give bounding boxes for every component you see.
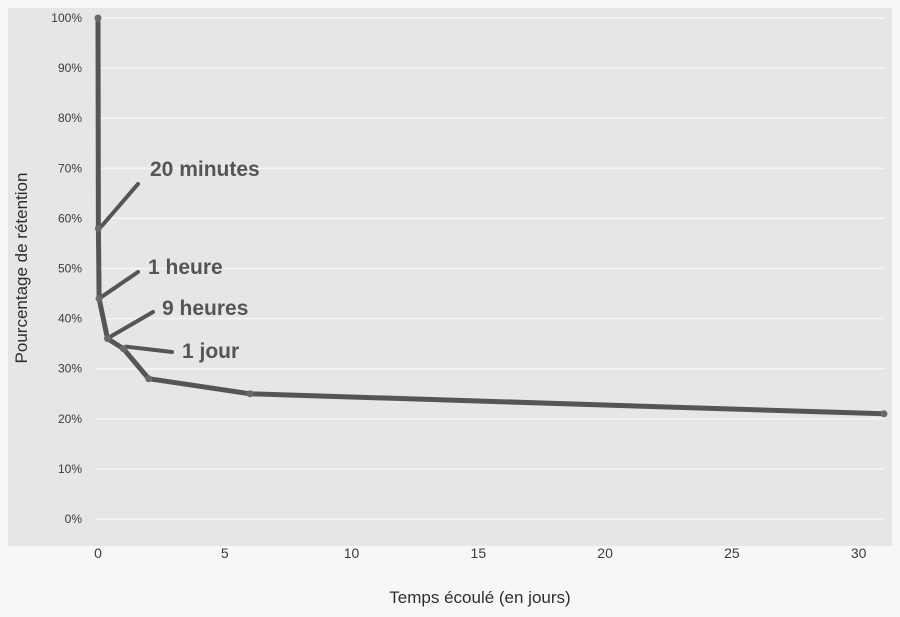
data-point [94, 224, 102, 232]
x-tick-label: 15 [471, 545, 487, 561]
annotation-leader [108, 310, 155, 339]
y-tick-label: 70% [58, 161, 82, 175]
y-axis-title: Pourcentage de rétention [12, 173, 31, 364]
x-tick-label: 30 [851, 545, 867, 561]
annotation-label: 1 heure [148, 256, 223, 279]
data-point [119, 345, 127, 353]
y-tick-label: 40% [58, 312, 82, 326]
annotation-label: 1 jour [182, 340, 239, 363]
annotation-labels: 20 minutes 1 heure 9 heures 1 jour [148, 158, 260, 363]
x-axis-ticks: 0 5 10 15 20 25 30 [94, 545, 867, 561]
x-tick-label: 10 [344, 545, 360, 561]
x-tick-label: 25 [724, 545, 740, 561]
y-tick-label: 20% [58, 412, 82, 426]
data-points [94, 14, 888, 418]
x-axis-title: Temps écoulé (en jours) [389, 588, 570, 607]
data-point [95, 295, 103, 303]
y-tick-label: 30% [58, 362, 82, 376]
y-tick-label: 0% [65, 512, 83, 526]
data-point [880, 410, 888, 418]
annotation-leader [99, 182, 140, 229]
x-tick-label: 20 [597, 545, 613, 561]
annotation-leader [124, 344, 174, 354]
data-point [94, 14, 102, 22]
data-point [104, 335, 112, 343]
y-tick-label: 10% [58, 462, 82, 476]
y-tick-label: 100% [51, 11, 82, 25]
annotation-leaders [99, 182, 174, 354]
data-point [145, 375, 153, 383]
x-tick-label: 0 [94, 545, 102, 561]
annotation-leader [100, 270, 140, 299]
annotation-label: 9 heures [162, 297, 248, 320]
y-tick-label: 50% [58, 262, 82, 276]
y-tick-label: 80% [58, 111, 82, 125]
series-layer [95, 15, 887, 417]
x-tick-label: 5 [221, 545, 229, 561]
series-line [95, 15, 887, 417]
y-axis-ticks: 0% 10% 20% 30% 40% 50% 60% 70% 80% 90% 100% [51, 11, 82, 526]
plot-area [8, 8, 892, 546]
data-point [246, 390, 254, 398]
y-tick-label: 60% [58, 211, 82, 225]
annotation-label: 20 minutes [150, 158, 260, 181]
gridlines [96, 17, 884, 520]
y-tick-label: 90% [58, 61, 82, 75]
